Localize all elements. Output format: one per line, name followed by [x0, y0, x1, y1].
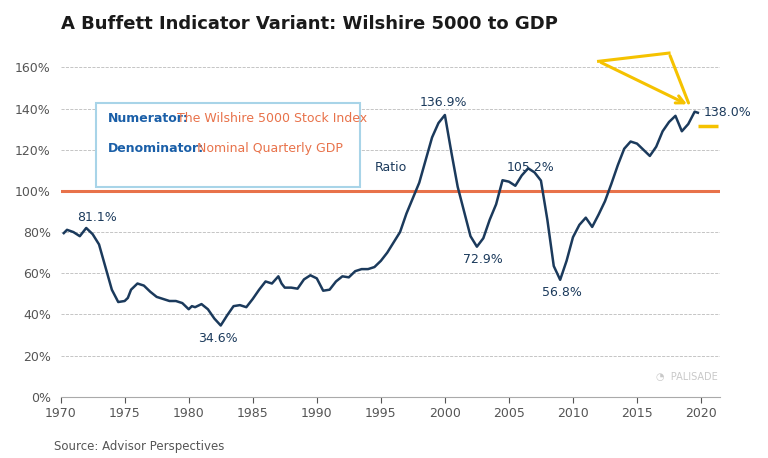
- Text: 72.9%: 72.9%: [463, 253, 503, 266]
- FancyBboxPatch shape: [96, 103, 360, 187]
- Text: Denominator:: Denominator:: [108, 142, 204, 155]
- Text: Numerator:: Numerator:: [108, 112, 189, 125]
- Text: The Wilshire 5000 Stock Index: The Wilshire 5000 Stock Index: [177, 112, 367, 125]
- Text: 138.0%: 138.0%: [703, 106, 751, 119]
- Text: ◔  PALISADE: ◔ PALISADE: [656, 372, 718, 382]
- Text: A Buffett Indicator Variant: Wilshire 5000 to GDP: A Buffett Indicator Variant: Wilshire 50…: [61, 15, 558, 33]
- Text: Nominal Quarterly GDP: Nominal Quarterly GDP: [197, 142, 343, 155]
- Text: 81.1%: 81.1%: [78, 211, 117, 224]
- Text: 105.2%: 105.2%: [506, 161, 554, 174]
- Text: 34.6%: 34.6%: [198, 332, 238, 345]
- Text: 56.8%: 56.8%: [541, 286, 581, 299]
- Text: 136.9%: 136.9%: [420, 96, 468, 109]
- Text: Source: Advisor Perspectives: Source: Advisor Perspectives: [54, 441, 224, 453]
- Text: Ratio: Ratio: [375, 162, 407, 174]
